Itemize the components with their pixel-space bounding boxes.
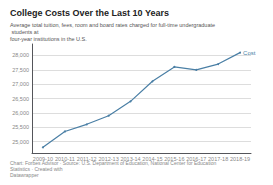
- svg-text:25,000: 25,000: [12, 139, 29, 145]
- svg-text:27,000: 27,000: [12, 81, 29, 87]
- svg-text:28,000: 28,000: [12, 52, 29, 58]
- svg-text:25,500: 25,500: [12, 124, 29, 130]
- svg-text:students at: students at: [10, 29, 39, 35]
- svg-text:College Costs Over the Last 10: College Costs Over the Last 10 Years: [10, 8, 169, 18]
- svg-text:26,500: 26,500: [12, 96, 29, 102]
- svg-text:Datawrapper: Datawrapper: [10, 172, 39, 178]
- svg-text:27,500: 27,500: [12, 67, 29, 73]
- svg-text:2018-19: 2018-19: [230, 156, 250, 162]
- svg-text:26,000: 26,000: [12, 110, 29, 116]
- svg-text:Cost: Cost: [243, 50, 256, 56]
- svg-text:Average total tuition, fees, r: Average total tuition, fees, room and bo…: [10, 22, 215, 28]
- svg-text:four-year institutions in the: four-year institutions in the U.S.: [10, 36, 87, 42]
